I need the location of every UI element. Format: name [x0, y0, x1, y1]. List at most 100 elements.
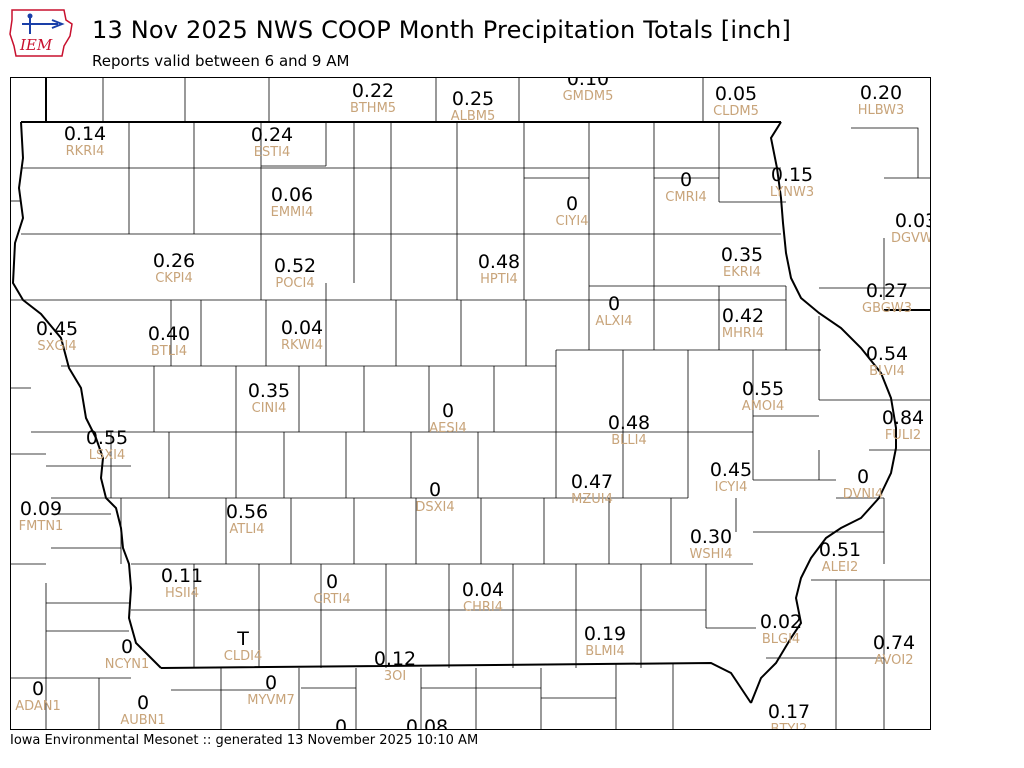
station-value: 0.74 — [872, 632, 916, 654]
station-value: 0.56 — [225, 501, 269, 523]
station-label: 0.55 LSXI4 — [85, 427, 129, 463]
station-label: 0 ALXI4 — [595, 295, 633, 329]
station-id: EKRI4 — [723, 265, 761, 280]
station-value: 0.22 — [351, 80, 395, 102]
station-id: AMOI4 — [741, 399, 785, 414]
station-id: RKRI4 — [65, 144, 105, 159]
station-label: 0 — [335, 718, 347, 730]
station-value: 0.48 — [477, 251, 521, 273]
station-label: 0.74 AVOI2 — [872, 632, 916, 668]
station-id: ATLI4 — [229, 522, 265, 537]
station-id: DSXI4 — [415, 500, 455, 515]
station-value: T — [237, 628, 249, 650]
station-value: 0 — [441, 400, 455, 422]
station-label: 0.10 GMDM5 — [562, 78, 614, 104]
station-id: POCI4 — [275, 276, 315, 291]
station-value: 0 — [565, 193, 579, 215]
station-value: 0.47 — [570, 471, 614, 493]
station-id: LYNW3 — [769, 185, 815, 200]
station-id: CRTI4 — [313, 592, 351, 607]
station-label: 0.24 ESTI4 — [251, 126, 293, 160]
station-label: 0.45 ICYI4 — [710, 461, 752, 495]
station-value: 0.15 — [770, 164, 814, 186]
station-id: 3OI — [383, 669, 407, 684]
station-id: MZUI4 — [571, 492, 613, 507]
station-value: 0.05 — [714, 83, 758, 105]
station-id: FMTN1 — [18, 519, 64, 534]
station-id: GBGW3 — [862, 301, 912, 316]
station-value: 0.48 — [607, 412, 651, 434]
station-label: 0.09 FMTN1 — [18, 500, 64, 534]
station-id: RKWI4 — [280, 338, 324, 353]
station-label: 0.02 BLGI4 — [760, 613, 802, 647]
map-title: 13 Nov 2025 NWS COOP Month Precipitation… — [92, 16, 792, 44]
station-id: AVOI2 — [874, 653, 914, 668]
station-label: 0 DSXI4 — [415, 481, 455, 515]
station-label: 0.03DGVW3 — [891, 212, 930, 246]
station-label: 0.54 BLVI4 — [865, 343, 909, 379]
station-value: 0.30 — [689, 526, 733, 548]
station-id: ALXI4 — [595, 314, 633, 329]
station-value: 0.08 — [405, 716, 449, 730]
station-id: WSHI4 — [689, 547, 733, 562]
station-id: ALEI2 — [821, 560, 859, 575]
station-label: T CLDI4 — [223, 628, 263, 664]
station-id: ADAN1 — [15, 699, 61, 714]
station-label: 0.51 ALEI2 — [819, 541, 861, 575]
station-value: 0.04 — [461, 579, 505, 601]
station-id: GMDM5 — [562, 89, 614, 104]
station-id: ALBM5 — [450, 109, 496, 124]
station-label: 0.35 EKRI4 — [720, 244, 764, 280]
station-label: 0.42 MHRI4 — [721, 305, 765, 341]
station-label: 0.04 RKWI4 — [280, 319, 324, 353]
station-label: 0.47 MZUI4 — [570, 471, 614, 507]
station-label: 0.25 ALBM5 — [450, 88, 496, 124]
station-id: BTLI4 — [150, 344, 188, 359]
station-label: 0.55 AMOI4 — [741, 380, 785, 414]
station-label: 0.22 BTHM5 — [349, 80, 397, 116]
station-value: 0 — [679, 169, 693, 191]
station-value: 0.45 — [35, 318, 79, 340]
map-footer: Iowa Environmental Mesonet :: generated … — [10, 733, 479, 748]
station-label: 0.15 LYNW3 — [769, 164, 815, 200]
station-label: 0.35 CINI4 — [248, 382, 290, 416]
station-value: 0 — [120, 636, 134, 658]
station-label: 0 NCYN1 — [105, 636, 150, 672]
station-id: EMMI4 — [270, 205, 314, 220]
station-label: 0.12 3OI — [374, 650, 416, 684]
station-label: 0.19 BLMI4 — [584, 625, 626, 659]
station-id: AUBN1 — [120, 713, 166, 728]
station-id: BLLI4 — [611, 433, 647, 448]
station-label: 0.08 — [406, 718, 448, 730]
station-label: 0.45 SXGI4 — [35, 318, 79, 354]
station-value: 0.55 — [85, 427, 129, 449]
station-value: 0.54 — [865, 343, 909, 365]
station-value: 0.20 — [859, 82, 903, 104]
station-value: 0.26 — [152, 250, 196, 272]
station-label: 0 CIYI4 — [556, 193, 589, 229]
station-id: HPTI4 — [480, 272, 518, 287]
station-value: 0 — [264, 672, 278, 694]
station-label: 0.05 CLDM5 — [713, 83, 759, 119]
station-label: 0 ADAN1 — [15, 680, 61, 714]
county-boundaries — [11, 78, 930, 729]
iem-logo: IEM — [9, 9, 73, 57]
station-id: HSII4 — [165, 586, 199, 601]
station-value: 0.42 — [721, 305, 765, 327]
station-label: 0.11 HSII4 — [160, 565, 204, 601]
station-id: BLVI4 — [869, 364, 905, 379]
station-id: BTHM5 — [349, 101, 397, 116]
station-value: 0.25 — [451, 88, 495, 110]
station-label: 0.48 BLLI4 — [607, 412, 651, 448]
station-id: CLDI4 — [223, 649, 263, 664]
station-label: 0.56 ATLI4 — [225, 501, 269, 537]
station-value: 0.11 — [160, 565, 204, 587]
station-value: 0 — [856, 466, 870, 488]
station-id: CKPI4 — [155, 271, 193, 286]
station-value: 0.35 — [720, 244, 764, 266]
station-value: 0.84 — [881, 407, 925, 429]
station-id: CINI4 — [251, 401, 287, 416]
station-id: AESI4 — [429, 421, 467, 436]
station-value: 0 — [325, 571, 339, 593]
station-id: DVNI4 — [842, 487, 884, 502]
